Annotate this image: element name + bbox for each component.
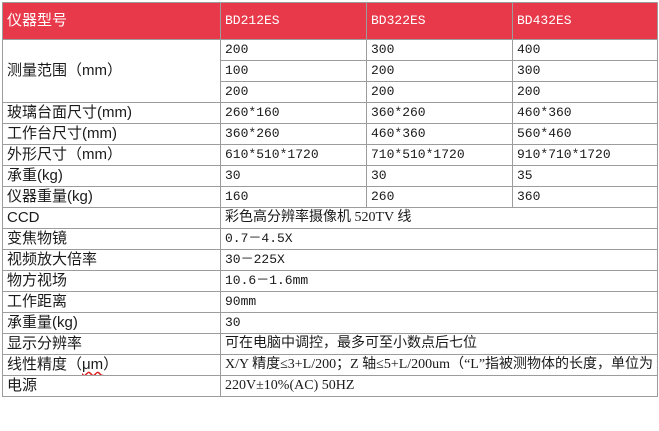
row-label: CCD: [2, 207, 221, 229]
row-label: 仪器重量(kg): [2, 186, 221, 208]
row-label: 电源: [2, 375, 221, 397]
cell-value: 35: [512, 165, 658, 187]
cell-value: 可在电脑中调控，最多可至小数点后七位: [220, 333, 658, 355]
header-label: 仪器型号: [2, 2, 221, 40]
cell-value: 710*510*1720: [366, 144, 513, 166]
table-row: 电源 220V±10%(AC) 50HZ: [2, 375, 658, 397]
row-label: 物方视场: [2, 270, 221, 292]
table-row: CCD 彩色高分辨率摄像机 520TV 线: [2, 207, 658, 229]
row-label: 测量范围（mm）: [2, 39, 221, 103]
cell-value: X/Y 精度≤3+L/200；Z 轴≤5+L/200um（“L”指被测物体的长度…: [220, 354, 658, 376]
label-text: 线性精度（: [7, 356, 83, 373]
model-name: BD212ES: [220, 2, 367, 40]
cell-value: 30: [220, 312, 658, 334]
cell-value: 160: [220, 186, 367, 208]
range-row: 200 200 200: [3, 81, 658, 103]
cell-value: 220V±10%(AC) 50HZ: [220, 375, 658, 397]
cell-value: 300: [366, 39, 513, 61]
range-row: 测量范围（mm） 200 300 400: [2, 39, 658, 103]
cell-value: 200: [366, 81, 513, 103]
label-unit: μm: [82, 356, 104, 373]
table-row: 承重(kg) 30 30 35: [2, 165, 658, 187]
row-label: 承重量(kg): [2, 312, 221, 334]
cell-value: 300: [512, 60, 658, 82]
cell-value: 10.6－1.6mm: [220, 270, 658, 292]
label-text: ）: [103, 356, 119, 373]
cell-value: 360*260: [220, 123, 367, 145]
table-row: 工作台尺寸(mm) 360*260 460*360 560*460: [2, 123, 658, 145]
row-label: 工作台尺寸(mm): [2, 123, 221, 145]
table-row: 仪器重量(kg) 160 260 360: [2, 186, 658, 208]
cell-value: 400: [512, 39, 658, 61]
table-row: 玻璃台面尺寸(mm) 260*160 360*260 460*360: [2, 102, 658, 124]
table-row: 工作距离 90mm: [2, 291, 658, 313]
cell-value: 260: [366, 186, 513, 208]
cell-value: 360: [512, 186, 658, 208]
table-row: 视频放大倍率 30－225X: [2, 249, 658, 271]
row-label: 外形尺寸（mm）: [2, 144, 221, 166]
cell-value: 610*510*1720: [220, 144, 367, 166]
cell-value: 200: [366, 60, 513, 82]
cell-value: 460*360: [366, 123, 513, 145]
table-row: 显示分辨率 可在电脑中调控，最多可至小数点后七位: [2, 333, 658, 355]
table-row: 外形尺寸（mm） 610*510*1720 710*510*1720 910*7…: [2, 144, 658, 166]
cell-value: 360*260: [366, 102, 513, 124]
row-label: 玻璃台面尺寸(mm): [2, 102, 221, 124]
model-name: BD322ES: [366, 2, 513, 40]
table-row: 线性精度（μm） X/Y 精度≤3+L/200；Z 轴≤5+L/200um（“L…: [2, 354, 658, 376]
cell-value: 560*460: [512, 123, 658, 145]
cell-value: 30: [366, 165, 513, 187]
cell-value: 30: [220, 165, 367, 187]
row-label: 线性精度（μm）: [2, 354, 221, 376]
cell-value: 910*710*1720: [512, 144, 658, 166]
cell-value: 0.7－4.5X: [220, 228, 658, 250]
spec-table: 仪器型号 BD212ES BD322ES BD432ES 测量范围（mm） 20…: [2, 2, 658, 397]
cell-value: 260*160: [220, 102, 367, 124]
table-row: 变焦物镜 0.7－4.5X: [2, 228, 658, 250]
cell-value: 200: [512, 81, 658, 103]
table-row: 承重量(kg) 30: [2, 312, 658, 334]
cell-value: 460*360: [512, 102, 658, 124]
cell-value: 彩色高分辨率摄像机 520TV 线: [220, 207, 658, 229]
row-label: 视频放大倍率: [2, 249, 221, 271]
cell-value: 90mm: [220, 291, 658, 313]
row-label: 工作距离: [2, 291, 221, 313]
row-label: 承重(kg): [2, 165, 221, 187]
model-name: BD432ES: [512, 2, 658, 40]
row-label: 变焦物镜: [2, 228, 221, 250]
cell-value: 30－225X: [220, 249, 658, 271]
cell-value: 200: [220, 81, 367, 103]
cell-value: 100: [220, 60, 367, 82]
header-row: 仪器型号 BD212ES BD322ES BD432ES: [2, 2, 658, 40]
row-label: 显示分辨率: [2, 333, 221, 355]
table-row: 物方视场 10.6－1.6mm: [2, 270, 658, 292]
cell-value: 200: [220, 39, 367, 61]
